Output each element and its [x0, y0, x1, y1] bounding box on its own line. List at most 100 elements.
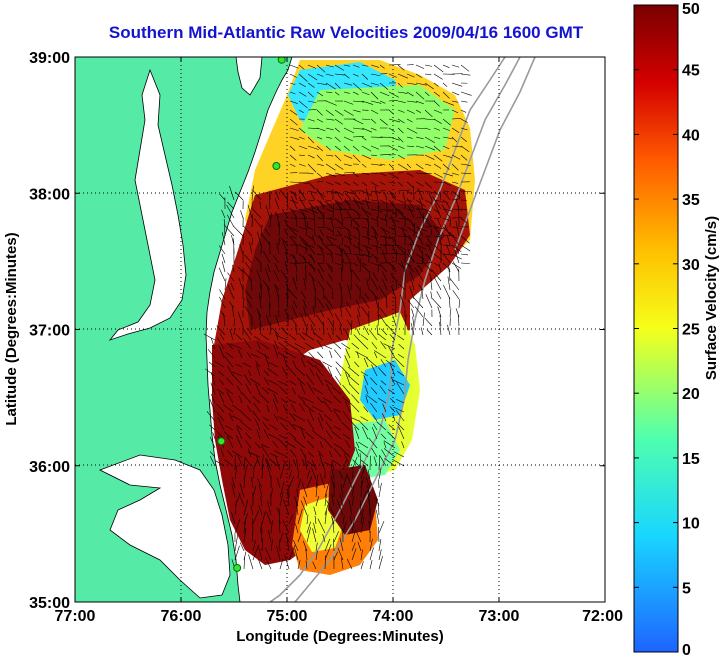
colorbar-tick-label: 30	[682, 257, 700, 274]
velocity-vector	[390, 202, 397, 210]
velocity-vector	[277, 294, 280, 309]
velocity-vector	[300, 357, 306, 368]
velocity-vector	[392, 458, 405, 467]
velocity-vector	[214, 361, 225, 368]
velocity-vector	[342, 384, 351, 395]
velocity-vector	[415, 127, 426, 129]
velocity-vector	[365, 246, 370, 255]
velocity-vector	[424, 253, 430, 258]
velocity-vector	[298, 154, 305, 156]
velocity-vector	[298, 189, 307, 201]
velocity-vector	[246, 298, 253, 309]
velocity-vector	[279, 189, 289, 201]
velocity-vector	[307, 118, 315, 122]
velocity-vector	[460, 235, 470, 244]
velocity-vector	[273, 284, 280, 291]
velocity-vector	[279, 539, 281, 552]
velocity-vector	[415, 82, 427, 86]
velocity-vector	[366, 278, 370, 291]
velocity-vector	[235, 363, 243, 368]
velocity-vector	[361, 306, 370, 318]
velocity-vector	[229, 343, 243, 350]
velocity-vector	[397, 335, 405, 341]
velocity-vector	[356, 531, 362, 543]
velocity-vector	[316, 136, 323, 140]
velocity-vector	[289, 100, 298, 104]
velocity-vector	[374, 255, 379, 264]
velocity-vector	[351, 484, 355, 498]
velocity-vector	[269, 424, 279, 431]
velocity-vector	[238, 277, 244, 291]
velocity-vector	[268, 433, 279, 440]
velocity-vector	[307, 226, 314, 231]
velocity-vector	[300, 426, 306, 440]
velocity-vector	[442, 163, 450, 170]
velocity-vector	[243, 557, 245, 570]
velocity-vector	[307, 181, 316, 190]
velocity-vector	[316, 109, 323, 116]
velocity-vector	[437, 218, 442, 228]
velocity-vector	[390, 398, 396, 404]
velocity-vector	[406, 198, 415, 210]
velocity-vector	[287, 288, 298, 300]
x-tick-label: 74:00	[373, 608, 414, 625]
velocity-vector	[333, 551, 338, 561]
velocity-vector	[286, 193, 289, 210]
velocity-vector	[316, 396, 324, 404]
velocity-vector	[282, 520, 290, 534]
velocity-vector	[361, 73, 369, 80]
velocity-vector	[334, 181, 341, 186]
velocity-vector	[236, 385, 243, 395]
velocity-vector	[397, 353, 405, 359]
velocity-vector	[232, 371, 243, 377]
velocity-vector	[377, 367, 387, 377]
velocity-vector	[289, 226, 299, 233]
velocity-vector	[255, 455, 261, 467]
velocity-vector	[306, 460, 315, 467]
velocity-vector	[424, 163, 432, 166]
velocity-vector	[341, 366, 351, 377]
velocity-vector	[333, 447, 342, 458]
velocity-vector	[219, 333, 225, 341]
velocity-vector	[406, 190, 413, 195]
velocity-vector	[273, 413, 279, 422]
velocity-vector	[252, 544, 259, 561]
velocity-vector	[223, 431, 234, 440]
velocity-vector	[325, 91, 333, 93]
velocity-vector	[303, 307, 307, 318]
velocity-vector	[424, 317, 433, 327]
velocity-vector	[262, 416, 270, 422]
velocity-vector	[258, 559, 263, 570]
velocity-vector	[424, 199, 433, 204]
velocity-vector	[325, 208, 334, 212]
velocity-vector	[293, 300, 298, 309]
velocity-vector	[370, 82, 380, 86]
velocity-vector	[291, 305, 298, 318]
velocity-vector	[298, 100, 308, 109]
velocity-vector	[250, 504, 254, 516]
velocity-vector	[346, 319, 352, 327]
velocity-vector	[274, 340, 279, 350]
velocity-vector	[442, 118, 451, 126]
velocity-vector	[343, 163, 352, 167]
velocity-vector	[268, 379, 279, 386]
velocity-vector	[358, 420, 369, 431]
velocity-vector	[298, 217, 308, 219]
velocity-vector	[311, 467, 317, 480]
velocity-vector	[258, 547, 263, 561]
velocity-vector	[382, 271, 388, 282]
velocity-vector	[307, 154, 315, 159]
velocity-vector	[270, 520, 273, 534]
velocity-vector	[451, 118, 462, 120]
velocity-vector	[307, 244, 315, 248]
velocity-vector	[312, 387, 324, 395]
velocity-vector	[352, 172, 359, 177]
field-north-green	[300, 85, 455, 160]
velocity-vector	[449, 218, 451, 228]
velocity-vector	[335, 375, 342, 386]
velocity-vector	[316, 339, 324, 350]
velocity-vector	[265, 547, 272, 561]
velocity-vector	[304, 342, 315, 350]
velocity-vector	[460, 217, 467, 224]
velocity-vector	[261, 454, 264, 471]
